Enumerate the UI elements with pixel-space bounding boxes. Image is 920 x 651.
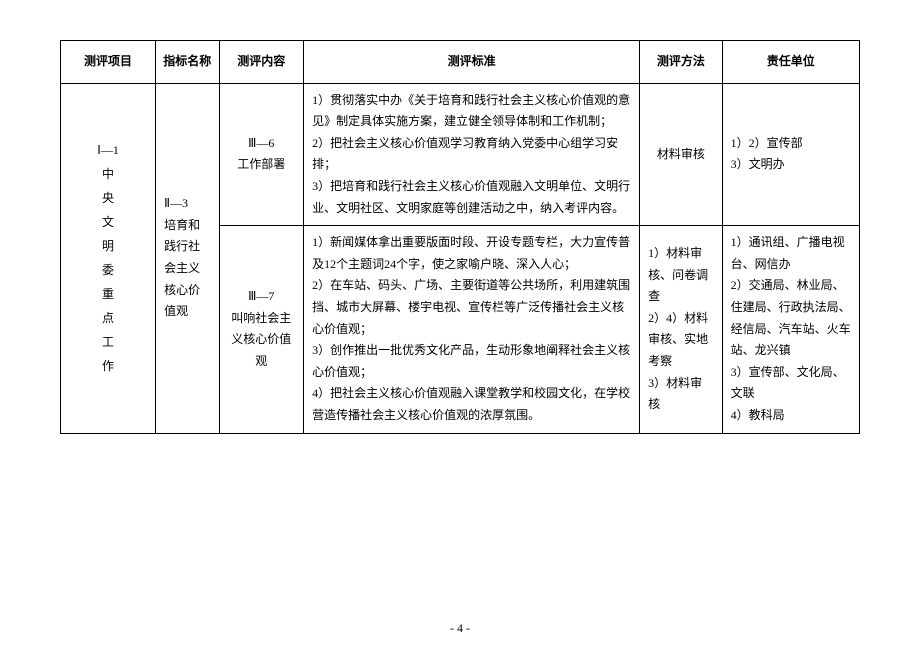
header-indicator: 指标名称 bbox=[156, 41, 219, 84]
header-content: 测评内容 bbox=[219, 41, 304, 84]
page-number: - 4 - bbox=[0, 621, 920, 636]
header-project: 测评项目 bbox=[61, 41, 156, 84]
cell-standard-1: 1）贯彻落实中办《关于培育和践行社会主义核心价值观的意见》制定具体实施方案，建立… bbox=[304, 83, 640, 226]
cell-method-2: 1）材料审核、问卷调查 2）4）材料审核、实地考察 3）材料审核 bbox=[640, 226, 722, 433]
cell-indicator: Ⅱ—3 培育和践行社会主义核心价值观 bbox=[156, 83, 219, 433]
cell-content-1: Ⅲ—6 工作部署 bbox=[219, 83, 304, 226]
header-method: 测评方法 bbox=[640, 41, 722, 84]
table-row: Ⅰ—1 中 央 文 明 委 重 点 工 作 Ⅱ—3 培育和践行社会主义核心价值观… bbox=[61, 83, 860, 226]
cell-unit-2: 1）通讯组、广播电视台、网信办 2）交通局、林业局、住建局、行政执法局、经信局、… bbox=[722, 226, 859, 433]
cell-unit-1: 1）2）宣传部 3）文明办 bbox=[722, 83, 859, 226]
cell-project: Ⅰ—1 中 央 文 明 委 重 点 工 作 bbox=[61, 83, 156, 433]
assessment-table: 测评项目 指标名称 测评内容 测评标准 测评方法 责任单位 Ⅰ—1 中 央 文 … bbox=[60, 40, 860, 434]
cell-content-2: Ⅲ—7 叫响社会主义核心价值观 bbox=[219, 226, 304, 433]
header-standard: 测评标准 bbox=[304, 41, 640, 84]
table-header-row: 测评项目 指标名称 测评内容 测评标准 测评方法 责任单位 bbox=[61, 41, 860, 84]
header-unit: 责任单位 bbox=[722, 41, 859, 84]
cell-standard-2: 1）新闻媒体拿出重要版面时段、开设专题专栏，大力宣传普及12个主题词24个字，使… bbox=[304, 226, 640, 433]
cell-method-1: 材料审核 bbox=[640, 83, 722, 226]
